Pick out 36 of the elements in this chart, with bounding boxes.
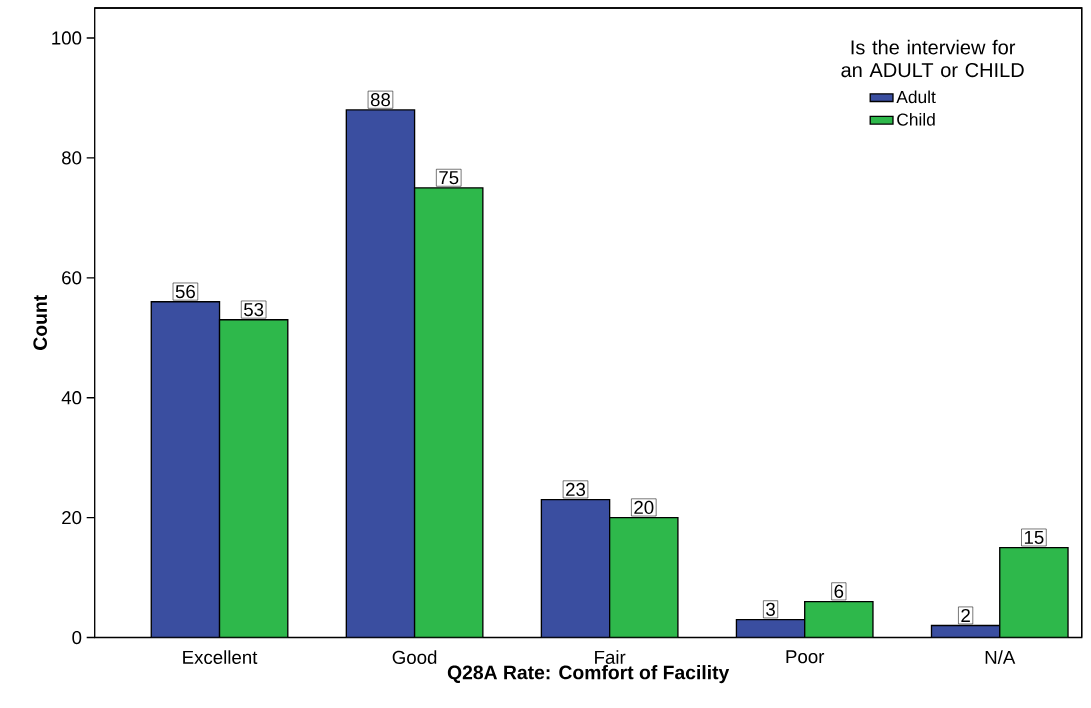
y-tick-label: 20 <box>62 510 82 525</box>
bar <box>608 516 679 638</box>
bar <box>736 619 805 638</box>
legend-label: Adult <box>896 90 936 104</box>
data-label: 15 <box>1024 530 1044 544</box>
data-label: 53 <box>244 302 264 317</box>
x-tick-label: Fair <box>595 650 626 664</box>
data-label: 3 <box>766 602 775 616</box>
x-tick-label: Poor <box>786 650 825 664</box>
data-label: 6 <box>834 584 844 598</box>
legend-label: Child <box>897 112 935 126</box>
bar <box>930 624 1001 638</box>
bar <box>999 546 1069 638</box>
x-tick-label: N/A <box>985 650 1016 664</box>
bar <box>804 601 873 638</box>
data-label: 20 <box>634 500 654 514</box>
bar <box>218 318 289 638</box>
data-label: 2 <box>961 608 970 622</box>
x-tick-label: Excellent <box>183 650 258 664</box>
y-axis-title: Count <box>33 294 48 350</box>
y-tick-label: 80 <box>62 151 82 165</box>
y-tick-label: 100 <box>52 31 82 45</box>
data-label: 75 <box>439 171 459 185</box>
bar <box>345 109 416 638</box>
y-tick-label: 40 <box>61 390 82 405</box>
legend-title: Is the interview for an ADULT or CHILD <box>841 39 1024 78</box>
data-label: 56 <box>175 284 195 299</box>
data-label: 23 <box>566 482 586 496</box>
y-tick-label: 60 <box>62 271 82 285</box>
bar <box>540 498 611 638</box>
bar <box>150 301 221 638</box>
y-tick-label: 0 <box>72 630 82 645</box>
x-tick-label: Good <box>392 650 437 664</box>
x-axis-title: Q28A Rate: Comfort of Facility <box>447 665 730 684</box>
data-label: 88 <box>370 92 391 107</box>
bar <box>413 187 484 638</box>
